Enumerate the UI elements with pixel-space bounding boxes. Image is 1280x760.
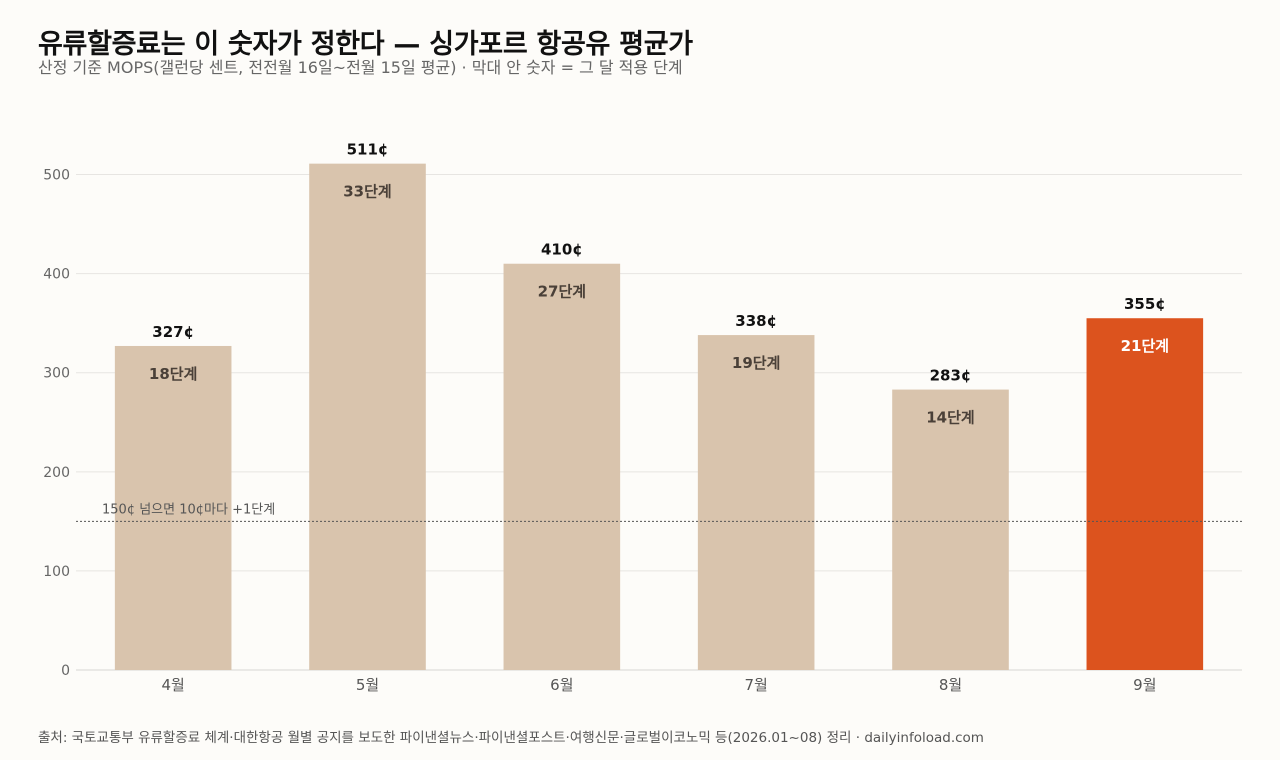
reference-line-label: 150¢ 넘으면 10¢마다 +1단계 bbox=[102, 502, 275, 517]
y-tick-label: 100 bbox=[43, 564, 70, 580]
source-note: 출처: 국토교통부 유류할증료 체계·대한항공 월별 공지를 보도한 파이낸셜뉴… bbox=[38, 730, 984, 746]
x-tick-label: 9월 bbox=[1133, 676, 1156, 694]
value-label: 511¢ bbox=[347, 141, 389, 159]
y-tick-label: 500 bbox=[43, 168, 70, 184]
bar bbox=[309, 163, 426, 671]
value-label: 283¢ bbox=[930, 367, 972, 385]
reference-line-group: 150¢ 넘으면 10¢마다 +1단계 bbox=[76, 502, 1242, 522]
stage-label: 18단계 bbox=[149, 365, 197, 383]
chart-subtitle: 산정 기준 MOPS(갤런당 센트, 전전월 16일~전월 15일 평균) · … bbox=[38, 58, 683, 77]
value-label: 410¢ bbox=[541, 241, 583, 259]
x-axis: 4월 5월 6월 7월 8월 9월 bbox=[161, 676, 1156, 694]
stage-label: 27단계 bbox=[538, 283, 586, 301]
grid-lines bbox=[76, 174, 1242, 671]
x-tick-label: 7월 bbox=[744, 676, 767, 694]
chart-title: 유류할증료는 이 숫자가 정한다 — 싱가포르 항공유 평균가 bbox=[38, 29, 693, 60]
value-label: 338¢ bbox=[735, 312, 777, 330]
stage-label: 33단계 bbox=[343, 183, 391, 201]
y-tick-label: 300 bbox=[43, 366, 70, 382]
y-tick-label: 200 bbox=[43, 465, 70, 481]
value-label: 327¢ bbox=[152, 323, 194, 341]
stage-label: 14단계 bbox=[926, 409, 974, 427]
x-tick-label: 8월 bbox=[939, 676, 962, 694]
bars: 327¢ 18단계 511¢ 33단계 410¢ 27단계 338¢ 19단계 283¢ 14단계… bbox=[114, 141, 1204, 671]
y-tick-label: 400 bbox=[43, 267, 70, 283]
x-tick-label: 6월 bbox=[550, 676, 573, 694]
x-tick-label: 5월 bbox=[356, 676, 379, 694]
stage-label: 19단계 bbox=[732, 354, 780, 372]
bar bbox=[1086, 318, 1204, 670]
y-axis: 0 100 200 300 400 500 bbox=[43, 168, 70, 679]
bar bbox=[892, 389, 1009, 670]
y-tick-label: 0 bbox=[61, 663, 70, 679]
x-tick-label: 4월 bbox=[161, 676, 184, 694]
stage-label: 21단계 bbox=[1121, 337, 1169, 355]
bar bbox=[114, 345, 232, 670]
bar bbox=[697, 335, 815, 670]
bar bbox=[503, 263, 621, 670]
value-label: 355¢ bbox=[1124, 295, 1166, 313]
